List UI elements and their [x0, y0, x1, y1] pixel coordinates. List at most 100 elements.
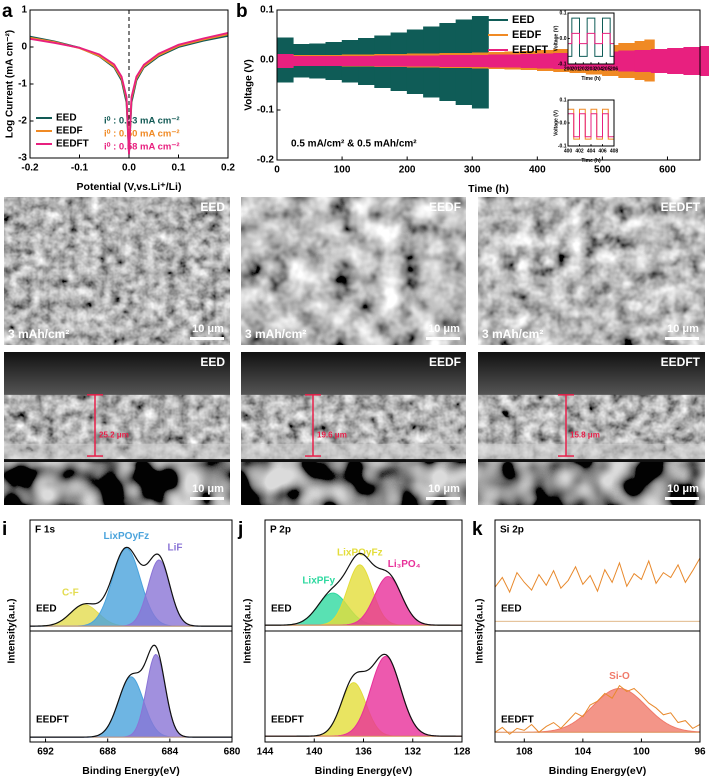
component-label: C-F	[62, 587, 79, 598]
panel-letter: k	[472, 519, 483, 540]
panel-title: F 1s	[35, 525, 55, 536]
y-tick-label: 0.1	[560, 10, 567, 16]
legend-label: EED	[512, 14, 535, 26]
voltage-line	[568, 113, 614, 138]
x-tick-label: 144	[257, 747, 274, 758]
thickness-label: 15.8 μm	[570, 431, 600, 440]
axes-frame	[29, 519, 233, 743]
axes-frame	[29, 9, 229, 159]
component-label: LixPOyFz	[104, 531, 150, 542]
micrograph	[478, 197, 705, 345]
axes-frame	[276, 9, 701, 161]
x-tick-label: 136	[355, 747, 372, 758]
x-tick-label: 202	[579, 66, 588, 72]
fit-envelope	[265, 653, 463, 737]
scale-bar	[426, 497, 460, 500]
loading-caption: 3 mAh/cm²	[245, 327, 306, 341]
y-tick-label: -1	[18, 79, 27, 90]
thickness-label: 25.2 μm	[99, 431, 129, 440]
x-tick-label: 0.2	[221, 163, 235, 174]
component-label: LiF	[167, 543, 182, 554]
component-label: LixPFy	[302, 576, 335, 587]
y-tick-label: 0	[21, 42, 27, 53]
legend-label: EEDF	[56, 126, 83, 137]
x-axis-label: Binding Energy(eV)	[82, 765, 179, 777]
top-region	[241, 352, 466, 395]
y-tick-label: 0.1	[260, 5, 274, 16]
axes-frame	[567, 12, 615, 65]
sample-label: EEDFT	[661, 355, 701, 369]
x-tick-label: 140	[306, 747, 323, 758]
y-tick-label: -3	[18, 153, 27, 164]
sample-label: EEDF	[429, 355, 461, 369]
panel-letter: i	[2, 519, 7, 540]
legend-label: EEDFT	[512, 44, 548, 56]
x-tick-label: -0.2	[21, 163, 39, 174]
component-label: Si-O	[609, 671, 630, 682]
scale-label: 10 μm	[428, 483, 460, 495]
scale-bar	[665, 497, 699, 500]
y-axis-label: Voltage (V)	[553, 25, 559, 51]
x-tick-label: 680	[224, 747, 241, 758]
x-tick-label: 100	[334, 165, 351, 176]
annotation: i⁰ : 0.58 mA cm⁻²	[104, 142, 180, 153]
x-axis-label: Potential (V,vs.Li⁺/Li)	[77, 181, 182, 193]
panel-letter: b	[236, 1, 248, 22]
top-region	[4, 352, 230, 395]
spectrum	[494, 557, 701, 594]
x-axis-label: Time (h)	[468, 183, 509, 195]
micrograph	[241, 197, 466, 345]
x-tick-label: 0.0	[122, 163, 136, 174]
x-tick-label: 205	[602, 66, 611, 72]
x-axis-label: Binding Energy(eV)	[549, 765, 646, 777]
x-tick-label: 132	[404, 747, 421, 758]
y-tick-label: -0.2	[257, 155, 275, 166]
legend-label: EED	[56, 113, 77, 124]
axes-frame	[494, 519, 701, 743]
sample-label: EEDFT	[501, 714, 534, 725]
plot-background	[568, 13, 614, 64]
y-axis-label: Intensity(a.u.)	[7, 598, 18, 663]
x-tick-label: 96	[694, 747, 706, 758]
panel-title: Si 2p	[500, 525, 524, 536]
annotation: i⁰ : 0.50 mA cm⁻²	[104, 129, 180, 140]
legend-label: EEDF	[512, 29, 542, 41]
panel-line: 200 201 202 203 204 205 206 -0.1 0.0 0.1 Time (h) V…	[553, 10, 618, 82]
x-tick-label: 200	[564, 66, 573, 72]
top-region	[478, 352, 705, 395]
scale-bar	[190, 497, 224, 500]
sample-label: EED	[501, 603, 522, 614]
x-axis-label: Time (h)	[581, 158, 601, 164]
sample-label: EED	[200, 355, 225, 369]
panel-xps: 108 104 100 96 Binding Energy(eV) Intensity(a…	[472, 519, 706, 777]
x-tick-label: 203	[587, 66, 596, 72]
x-tick-label: 688	[99, 747, 116, 758]
voltage-line	[568, 17, 614, 57]
scale-label: 10 μm	[667, 483, 699, 495]
x-tick-label: 204	[594, 66, 603, 72]
scale-label: 10 μm	[428, 323, 460, 335]
interface-band	[241, 443, 466, 460]
y-tick-label: -0.1	[558, 61, 567, 67]
interface-band	[4, 443, 230, 460]
voltage-line	[568, 32, 614, 45]
x-tick-label: 0	[274, 165, 280, 176]
y-tick-label: 0.0	[260, 55, 274, 66]
sample-label: EEDFT	[36, 714, 69, 725]
axes-frame	[264, 519, 463, 743]
sample-label: EED	[200, 200, 225, 214]
x-tick-label: 300	[464, 165, 481, 176]
x-tick-label: 108	[516, 747, 533, 758]
y-tick-label: 0.0	[560, 120, 567, 126]
y-axis-label: Voltage (V)	[244, 59, 255, 110]
tafel-curve	[29, 32, 229, 155]
x-axis-label: Time (h)	[581, 76, 601, 82]
thickness-label: 19.6 μm	[317, 431, 347, 440]
y-tick-label: 0.0	[560, 36, 567, 42]
panel-xps: 144 140 136 132 128 Binding Energy(eV) Intensi…	[237, 519, 471, 777]
annotation: i⁰ : 0.43 mA cm⁻²	[104, 116, 180, 127]
